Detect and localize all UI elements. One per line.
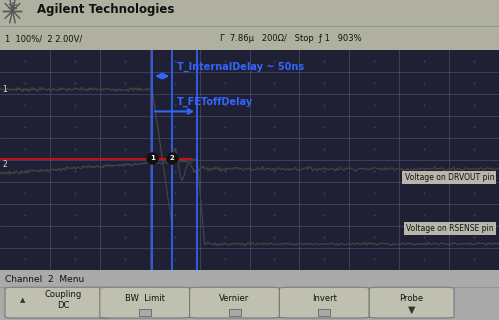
Text: Γ  7.86µ   200Ω/   Stop  ƒ 1   903%: Γ 7.86µ 200Ω/ Stop ƒ 1 903%	[220, 34, 361, 43]
FancyBboxPatch shape	[279, 287, 369, 318]
Text: BW  Limit: BW Limit	[125, 294, 165, 303]
FancyBboxPatch shape	[190, 287, 279, 318]
Text: T_InternalDelay ~ 50ns: T_InternalDelay ~ 50ns	[177, 61, 304, 72]
FancyBboxPatch shape	[100, 287, 190, 318]
Text: 1: 1	[150, 155, 155, 161]
Text: Vernier: Vernier	[220, 294, 250, 303]
Text: 2: 2	[170, 155, 175, 161]
FancyBboxPatch shape	[369, 287, 454, 318]
FancyBboxPatch shape	[5, 287, 112, 318]
Text: 1  100%/  2 2.00V/: 1 100%/ 2 2.00V/	[5, 34, 82, 43]
Text: 2: 2	[2, 160, 7, 169]
Text: 1: 1	[2, 85, 7, 94]
Text: Invert: Invert	[312, 294, 337, 303]
Text: T_FEToffDelay: T_FEToffDelay	[177, 97, 253, 107]
Text: Voltage on DRVOUT pin: Voltage on DRVOUT pin	[405, 173, 494, 182]
Text: Channel  2  Menu: Channel 2 Menu	[5, 275, 84, 284]
Text: ▼: ▼	[408, 305, 416, 315]
Text: Agilent Technologies: Agilent Technologies	[37, 4, 175, 16]
Bar	[229, 308, 241, 316]
Text: Probe: Probe	[400, 294, 424, 303]
Bar	[318, 308, 330, 316]
Text: ▲: ▲	[20, 297, 25, 303]
Text: Voltage on RSENSE pin: Voltage on RSENSE pin	[406, 224, 494, 233]
Text: *: *	[7, 1, 17, 20]
Text: Coupling
DC: Coupling DC	[45, 291, 82, 310]
Bar	[139, 308, 151, 316]
